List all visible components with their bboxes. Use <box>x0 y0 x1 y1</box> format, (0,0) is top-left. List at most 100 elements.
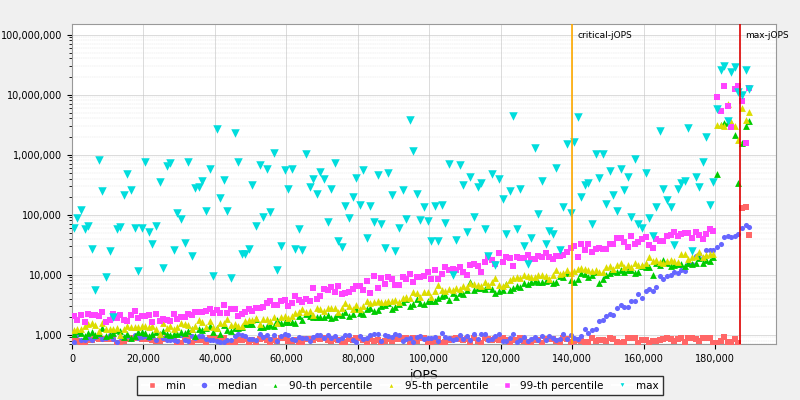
Point <box>557 331 570 337</box>
Point <box>442 267 455 274</box>
Point <box>418 335 430 341</box>
Point <box>318 286 330 292</box>
Point <box>632 291 645 297</box>
Point <box>378 332 391 338</box>
Point <box>396 299 409 305</box>
Point <box>218 339 230 345</box>
Point <box>132 324 145 330</box>
Point <box>106 334 119 341</box>
Point <box>468 261 481 268</box>
Point <box>474 285 487 291</box>
Point <box>225 337 238 343</box>
Point <box>578 339 591 346</box>
Point <box>386 276 398 282</box>
Point <box>357 337 370 343</box>
Point <box>364 336 377 342</box>
Point <box>335 304 348 311</box>
Point <box>264 339 277 346</box>
Point <box>342 214 355 221</box>
Point <box>661 258 674 264</box>
Point <box>200 324 213 330</box>
Point <box>396 295 409 301</box>
Point <box>732 137 745 143</box>
Point <box>157 335 170 342</box>
Point <box>596 246 609 252</box>
Point <box>328 159 341 166</box>
Point <box>242 246 255 252</box>
Point <box>725 69 738 76</box>
Point <box>528 333 541 340</box>
Point <box>242 306 255 313</box>
Point <box>600 338 613 344</box>
Point <box>568 243 581 249</box>
Point <box>254 331 266 337</box>
Point <box>507 262 520 269</box>
Point <box>403 335 416 342</box>
Point <box>403 295 416 302</box>
Point <box>206 336 219 342</box>
Point <box>568 334 581 341</box>
Point <box>671 269 684 276</box>
Point <box>410 338 423 344</box>
Point <box>739 204 752 210</box>
Point <box>218 320 230 327</box>
Point <box>203 318 216 324</box>
Point <box>246 336 259 342</box>
Point <box>350 175 362 181</box>
Point <box>246 182 259 188</box>
Point <box>714 67 727 74</box>
Point <box>303 184 316 190</box>
Point <box>542 276 555 283</box>
Point <box>729 123 742 129</box>
Point <box>225 328 238 334</box>
Point <box>182 158 194 165</box>
Point <box>593 336 606 343</box>
Point <box>389 281 402 288</box>
Point <box>661 233 674 239</box>
Point <box>342 335 355 342</box>
Point <box>432 336 445 343</box>
Point <box>86 312 98 318</box>
Point <box>78 336 91 343</box>
Point <box>135 312 148 319</box>
Point <box>707 254 720 260</box>
Point <box>535 254 548 260</box>
Point <box>318 335 330 341</box>
Point <box>407 289 420 296</box>
Point <box>725 124 738 131</box>
Point <box>629 156 642 162</box>
Point <box>736 140 749 146</box>
Point <box>346 286 359 292</box>
Legend: min, median, 90-th percentile, 95-th percentile, 99-th percentile, max: min, median, 90-th percentile, 95-th per… <box>138 376 662 395</box>
Point <box>457 291 470 297</box>
Point <box>589 151 602 158</box>
Point <box>93 331 106 338</box>
Point <box>89 332 102 338</box>
Point <box>675 335 688 341</box>
Point <box>535 333 548 339</box>
Point <box>271 302 284 309</box>
Point <box>186 340 198 346</box>
Point <box>310 296 323 302</box>
Point <box>328 332 341 339</box>
Point <box>464 262 477 268</box>
Point <box>296 335 309 342</box>
Point <box>450 284 462 291</box>
Point <box>357 336 370 342</box>
Point <box>260 300 273 306</box>
Point <box>596 337 609 344</box>
Point <box>586 272 598 278</box>
Point <box>386 306 398 312</box>
Point <box>274 314 287 320</box>
Point <box>325 284 338 290</box>
Point <box>450 294 462 300</box>
Point <box>593 280 606 286</box>
Point <box>461 284 474 290</box>
Point <box>71 328 84 334</box>
Point <box>686 254 698 260</box>
Point <box>357 167 370 173</box>
Point <box>474 282 487 289</box>
Point <box>561 336 574 343</box>
Point <box>568 338 581 344</box>
Point <box>625 233 638 239</box>
